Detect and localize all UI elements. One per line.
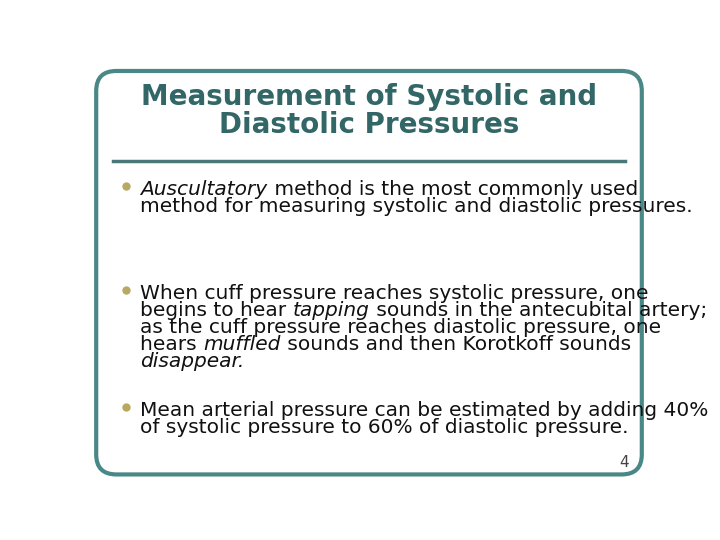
Text: When cuff pressure reaches systolic pressure, one: When cuff pressure reaches systolic pres…: [140, 284, 649, 303]
Text: sounds in the antecubital artery;: sounds in the antecubital artery;: [370, 301, 707, 320]
Text: Measurement of Systolic and: Measurement of Systolic and: [141, 83, 597, 111]
Text: Diastolic Pressures: Diastolic Pressures: [219, 111, 519, 139]
Text: Auscultatory: Auscultatory: [140, 180, 268, 199]
Text: 4: 4: [619, 455, 629, 470]
Text: of systolic pressure to 60% of diastolic pressure.: of systolic pressure to 60% of diastolic…: [140, 418, 629, 437]
Text: Mean arterial pressure can be estimated by adding 40%: Mean arterial pressure can be estimated …: [140, 401, 708, 420]
FancyBboxPatch shape: [96, 71, 642, 475]
Text: sounds and then Korotkoff sounds: sounds and then Korotkoff sounds: [281, 335, 631, 354]
Text: tapping: tapping: [293, 301, 370, 320]
Text: method is the most commonly used: method is the most commonly used: [268, 180, 638, 199]
Text: disappear.: disappear.: [140, 352, 245, 371]
Text: begins to hear: begins to hear: [140, 301, 293, 320]
Text: method for measuring systolic and diastolic pressures.: method for measuring systolic and diasto…: [140, 197, 693, 216]
Text: muffled: muffled: [203, 335, 281, 354]
Text: as the cuff pressure reaches diastolic pressure, one: as the cuff pressure reaches diastolic p…: [140, 318, 662, 337]
Text: hears: hears: [140, 335, 203, 354]
